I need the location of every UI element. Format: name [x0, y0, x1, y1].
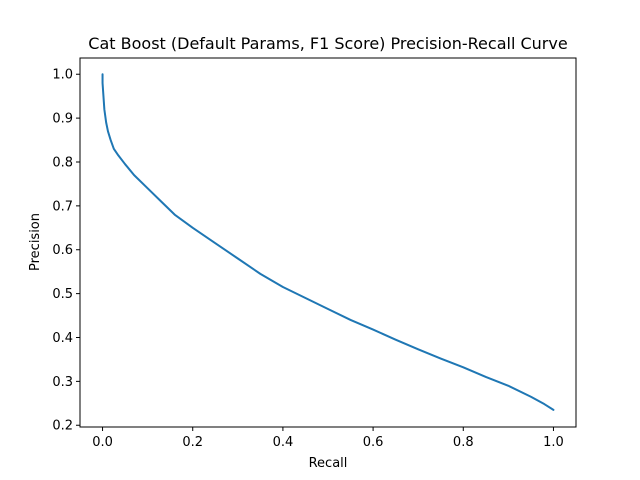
- y-tick-label: 0.2: [52, 419, 73, 434]
- series-line-0: [101, 73, 555, 411]
- y-tick-label: 0.6: [52, 243, 73, 258]
- x-tick-label: 0.6: [363, 435, 384, 450]
- y-tick-label: 0.4: [52, 331, 73, 346]
- axes-frame: [79, 57, 577, 428]
- y-tick-label: 0.3: [52, 375, 73, 390]
- y-tick-label: 0.9: [52, 112, 73, 127]
- y-tick-label: 0.8: [52, 155, 73, 170]
- x-tick-label: 0.2: [182, 435, 203, 450]
- chart-title: Cat Boost (Default Params, F1 Score) Pre…: [88, 34, 567, 53]
- y-axis-label: Precision: [28, 213, 43, 271]
- y-tick-label: 0.7: [52, 199, 73, 214]
- x-tick-label: 0.8: [453, 435, 474, 450]
- y-axis: 0.2 0.3 0.4 0.5 0.6 0.7 0.8 0.9 1.0: [52, 68, 80, 434]
- x-tick-label: 1.0: [543, 435, 564, 450]
- plot-area: 0.0 0.2 0.4 0.6 0.8 1.0 0.2 0.3 0.4 0.5 0.6 0.7 0.8…: [52, 57, 577, 450]
- x-tick-label: 0.0: [92, 435, 113, 450]
- y-tick-label: 1.0: [52, 68, 73, 83]
- y-tick-label: 0.5: [52, 287, 73, 302]
- x-tick-label: 0.4: [273, 435, 294, 450]
- x-axis: 0.0 0.2 0.4 0.6 0.8 1.0: [92, 427, 564, 450]
- x-axis-label: Recall: [309, 456, 348, 471]
- series-layer: [101, 73, 555, 411]
